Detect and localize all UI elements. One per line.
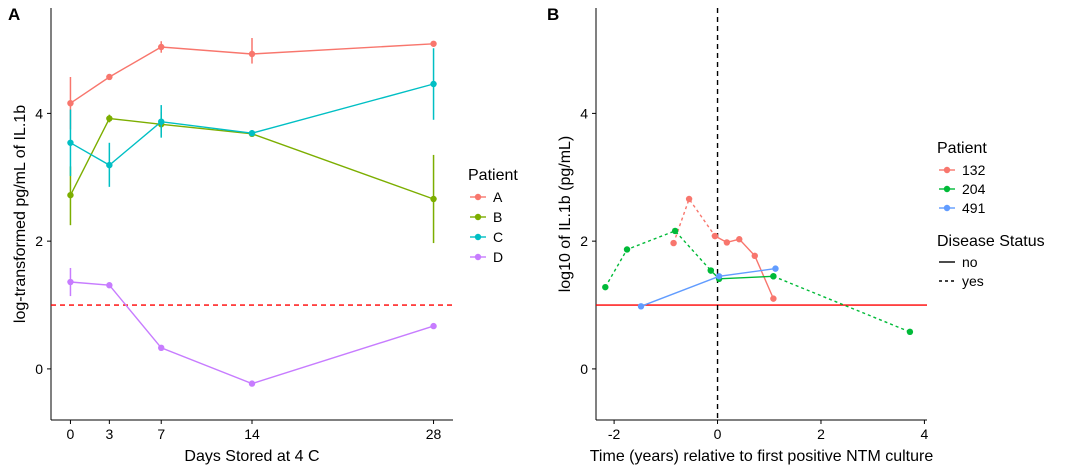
- panel-a-y-tick-label: 2: [35, 233, 43, 249]
- panel-b-series-132-point: [736, 236, 743, 243]
- panel-b-series-204-point: [906, 328, 914, 336]
- panel-a-series-c-point: [158, 118, 165, 125]
- panel-b-x-tick-label: -2: [608, 426, 621, 442]
- panel-a-series-b-point: [430, 195, 437, 203]
- panel-b-series-204-point: [671, 227, 679, 235]
- panel-b-x-tick-label: 4: [921, 426, 929, 442]
- panel-b-legend-key-point: [943, 166, 951, 174]
- panel-b-legend-key-point: [943, 204, 951, 212]
- panel-b-legend-linetype-label: no: [962, 254, 978, 270]
- panel-a-series-d-point: [430, 322, 437, 330]
- panel-a-series-b-point: [106, 115, 113, 122]
- panel-b-legend-linetype-title: Disease Status: [937, 233, 1045, 250]
- panel-a-y-tick-label: 4: [35, 105, 43, 121]
- panel-b-chart: 0 2 4 -2 0 2 4 Time (years) relative to first p…: [557, 8, 1045, 465]
- panel-b-series-491-line: [640, 267, 776, 307]
- panel-b-x-axis-title: Time (years) relative to first positive …: [590, 448, 934, 465]
- panel-a-legend-key-point: [474, 213, 482, 221]
- panel-b-series-204-point: [602, 283, 609, 291]
- panel-b-series-204-line: [604, 230, 712, 288]
- panel-a-series-a-point: [158, 43, 165, 51]
- panel-b-series-491-point: [772, 265, 779, 272]
- panel-b-letter: B: [547, 5, 559, 24]
- panel-a-series-d-point: [248, 380, 256, 387]
- panel-b-y-tick-label: 4: [580, 105, 588, 121]
- panel-b-series-204-point: [770, 273, 777, 280]
- panel-b-x-tick-label: 2: [817, 426, 825, 442]
- panel-b-legend-key-point: [943, 185, 951, 193]
- panel-b-legend-linetype-label: yes: [962, 273, 984, 289]
- panel-a-series-d-line: [70, 281, 434, 385]
- panel-a-x-tick-label: 14: [244, 426, 260, 442]
- panel-a-legend-key-point: [474, 233, 482, 241]
- panel-b-series-204-point: [623, 246, 631, 253]
- panel-a-series-a-point: [67, 99, 74, 107]
- panel-a-legend-key-point: [474, 253, 482, 261]
- panel-a-series-d-point: [158, 344, 165, 352]
- panel-a-series-a-point: [430, 40, 437, 47]
- panel-b-legend-title: Patient: [937, 140, 987, 157]
- panel-b-y-tick-label: 2: [580, 233, 588, 249]
- panel-b-y-axis-title: log10 of IL.1b (pg/mL): [557, 136, 574, 293]
- panel-a-y-axis-title: log-transformed pg/mL of IL.1b: [12, 105, 29, 323]
- panel-a-x-tick-label: 7: [157, 426, 165, 442]
- panel-a-y-tick-label: 0: [35, 361, 43, 377]
- panel-b-series-132-line: [714, 235, 775, 299]
- panel-b-series-132-point: [685, 195, 693, 203]
- panel-a-x-tick-label: 3: [105, 426, 113, 442]
- panel-a-series-a-point: [106, 73, 113, 81]
- panel-a-series-a-point: [248, 50, 256, 58]
- panel-a-series-c-point: [248, 129, 256, 137]
- panel-a-legend-title: Patient: [468, 167, 518, 184]
- panel-b-series-204-line: [773, 275, 911, 333]
- panel-a-legend-label: A: [493, 189, 503, 205]
- panel-b-legend-label: 204: [962, 181, 986, 197]
- panel-b-series-491-point: [715, 273, 723, 280]
- panel-b-series-132-point: [670, 239, 677, 247]
- panel-a-chart: 0 2 4 0 3 7 14 28 Days Stored at 4 C log-transfor…: [12, 8, 518, 465]
- panel-b-series-132-point: [751, 252, 758, 260]
- panel-a-x-axis-title: Days Stored at 4 C: [184, 448, 319, 465]
- panel-b-series-132-point: [770, 295, 777, 302]
- panel-a-x-tick-label: 0: [67, 426, 75, 442]
- panel-a-legend-key-point: [474, 193, 482, 201]
- panel-a-series-d-point: [106, 282, 113, 289]
- panel-a-series-c-point: [430, 80, 437, 88]
- panel-a-series-c-line: [70, 83, 434, 166]
- panel-a-letter: A: [8, 5, 20, 24]
- panel-a-series-c-point: [67, 139, 74, 146]
- panel-b-series-132-point: [711, 232, 719, 240]
- panel-b-series-491-point: [637, 303, 645, 310]
- panel-a-series-b-point: [67, 191, 74, 199]
- panel-a-x-tick-label: 28: [426, 426, 442, 442]
- panel-a-legend-label: C: [493, 229, 503, 245]
- panel-a-series-d-point: [67, 278, 74, 286]
- panel-a-series-c-point: [106, 161, 113, 169]
- panel-a-legend-label: B: [493, 209, 502, 225]
- panel-b-legend-label: 491: [962, 200, 986, 216]
- panel-b-y-tick-label: 0: [580, 361, 588, 377]
- panel-b-series-204-point: [707, 267, 715, 274]
- panel-b-x-tick-label: 0: [714, 426, 722, 442]
- panel-b-series-132-point: [723, 239, 731, 246]
- panel-b-legend-label: 132: [962, 162, 986, 178]
- panel-a-legend-label: D: [493, 249, 503, 265]
